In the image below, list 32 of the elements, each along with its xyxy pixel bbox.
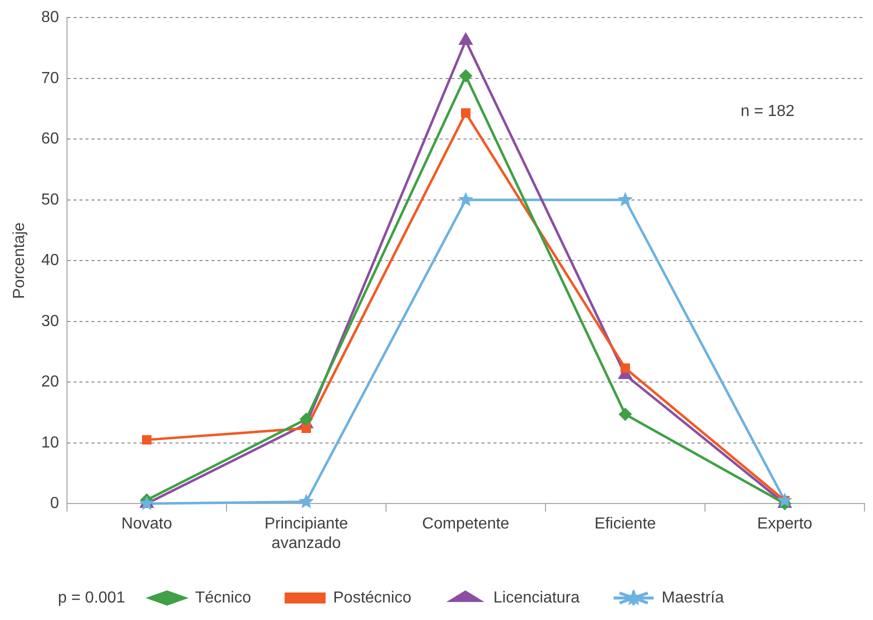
y-tick-label: 30 xyxy=(41,312,60,330)
legend-label: Maestría xyxy=(662,589,724,606)
legend-label: Técnico xyxy=(195,589,252,606)
text: p = 0.001 xyxy=(58,589,126,606)
point xyxy=(302,424,311,434)
x-tick-label: Novato xyxy=(121,516,172,533)
y-tick-label: 80 xyxy=(41,9,60,26)
point xyxy=(461,108,470,118)
point xyxy=(777,492,792,508)
point xyxy=(298,494,314,508)
x-tick-label: Eficiente xyxy=(594,516,656,533)
x-tick-label: Principiante avanzado xyxy=(264,516,348,552)
y-tick-label: 10 xyxy=(41,434,60,452)
point xyxy=(458,192,474,206)
y-tick-label: 40 xyxy=(41,252,60,270)
point xyxy=(620,363,630,373)
annotation: n = 182 xyxy=(740,103,795,120)
point xyxy=(300,412,313,426)
y-tick-label: 0 xyxy=(50,495,60,512)
point xyxy=(142,435,152,445)
legend-label: Postécnico xyxy=(333,589,412,606)
y-tick-label: 60 xyxy=(41,130,60,148)
point xyxy=(459,69,472,82)
y-tick-label: 70 xyxy=(41,70,60,87)
point xyxy=(618,192,633,206)
x-tick-label: Experto xyxy=(757,516,812,533)
point xyxy=(618,408,632,421)
y-tick-label: 20 xyxy=(41,374,60,391)
y-tick-label: 50 xyxy=(41,191,60,208)
x-tick-label: Competente xyxy=(422,516,510,533)
y-axis-title: Porcentaje xyxy=(11,222,28,299)
legend-label: Licenciatura xyxy=(493,589,580,606)
